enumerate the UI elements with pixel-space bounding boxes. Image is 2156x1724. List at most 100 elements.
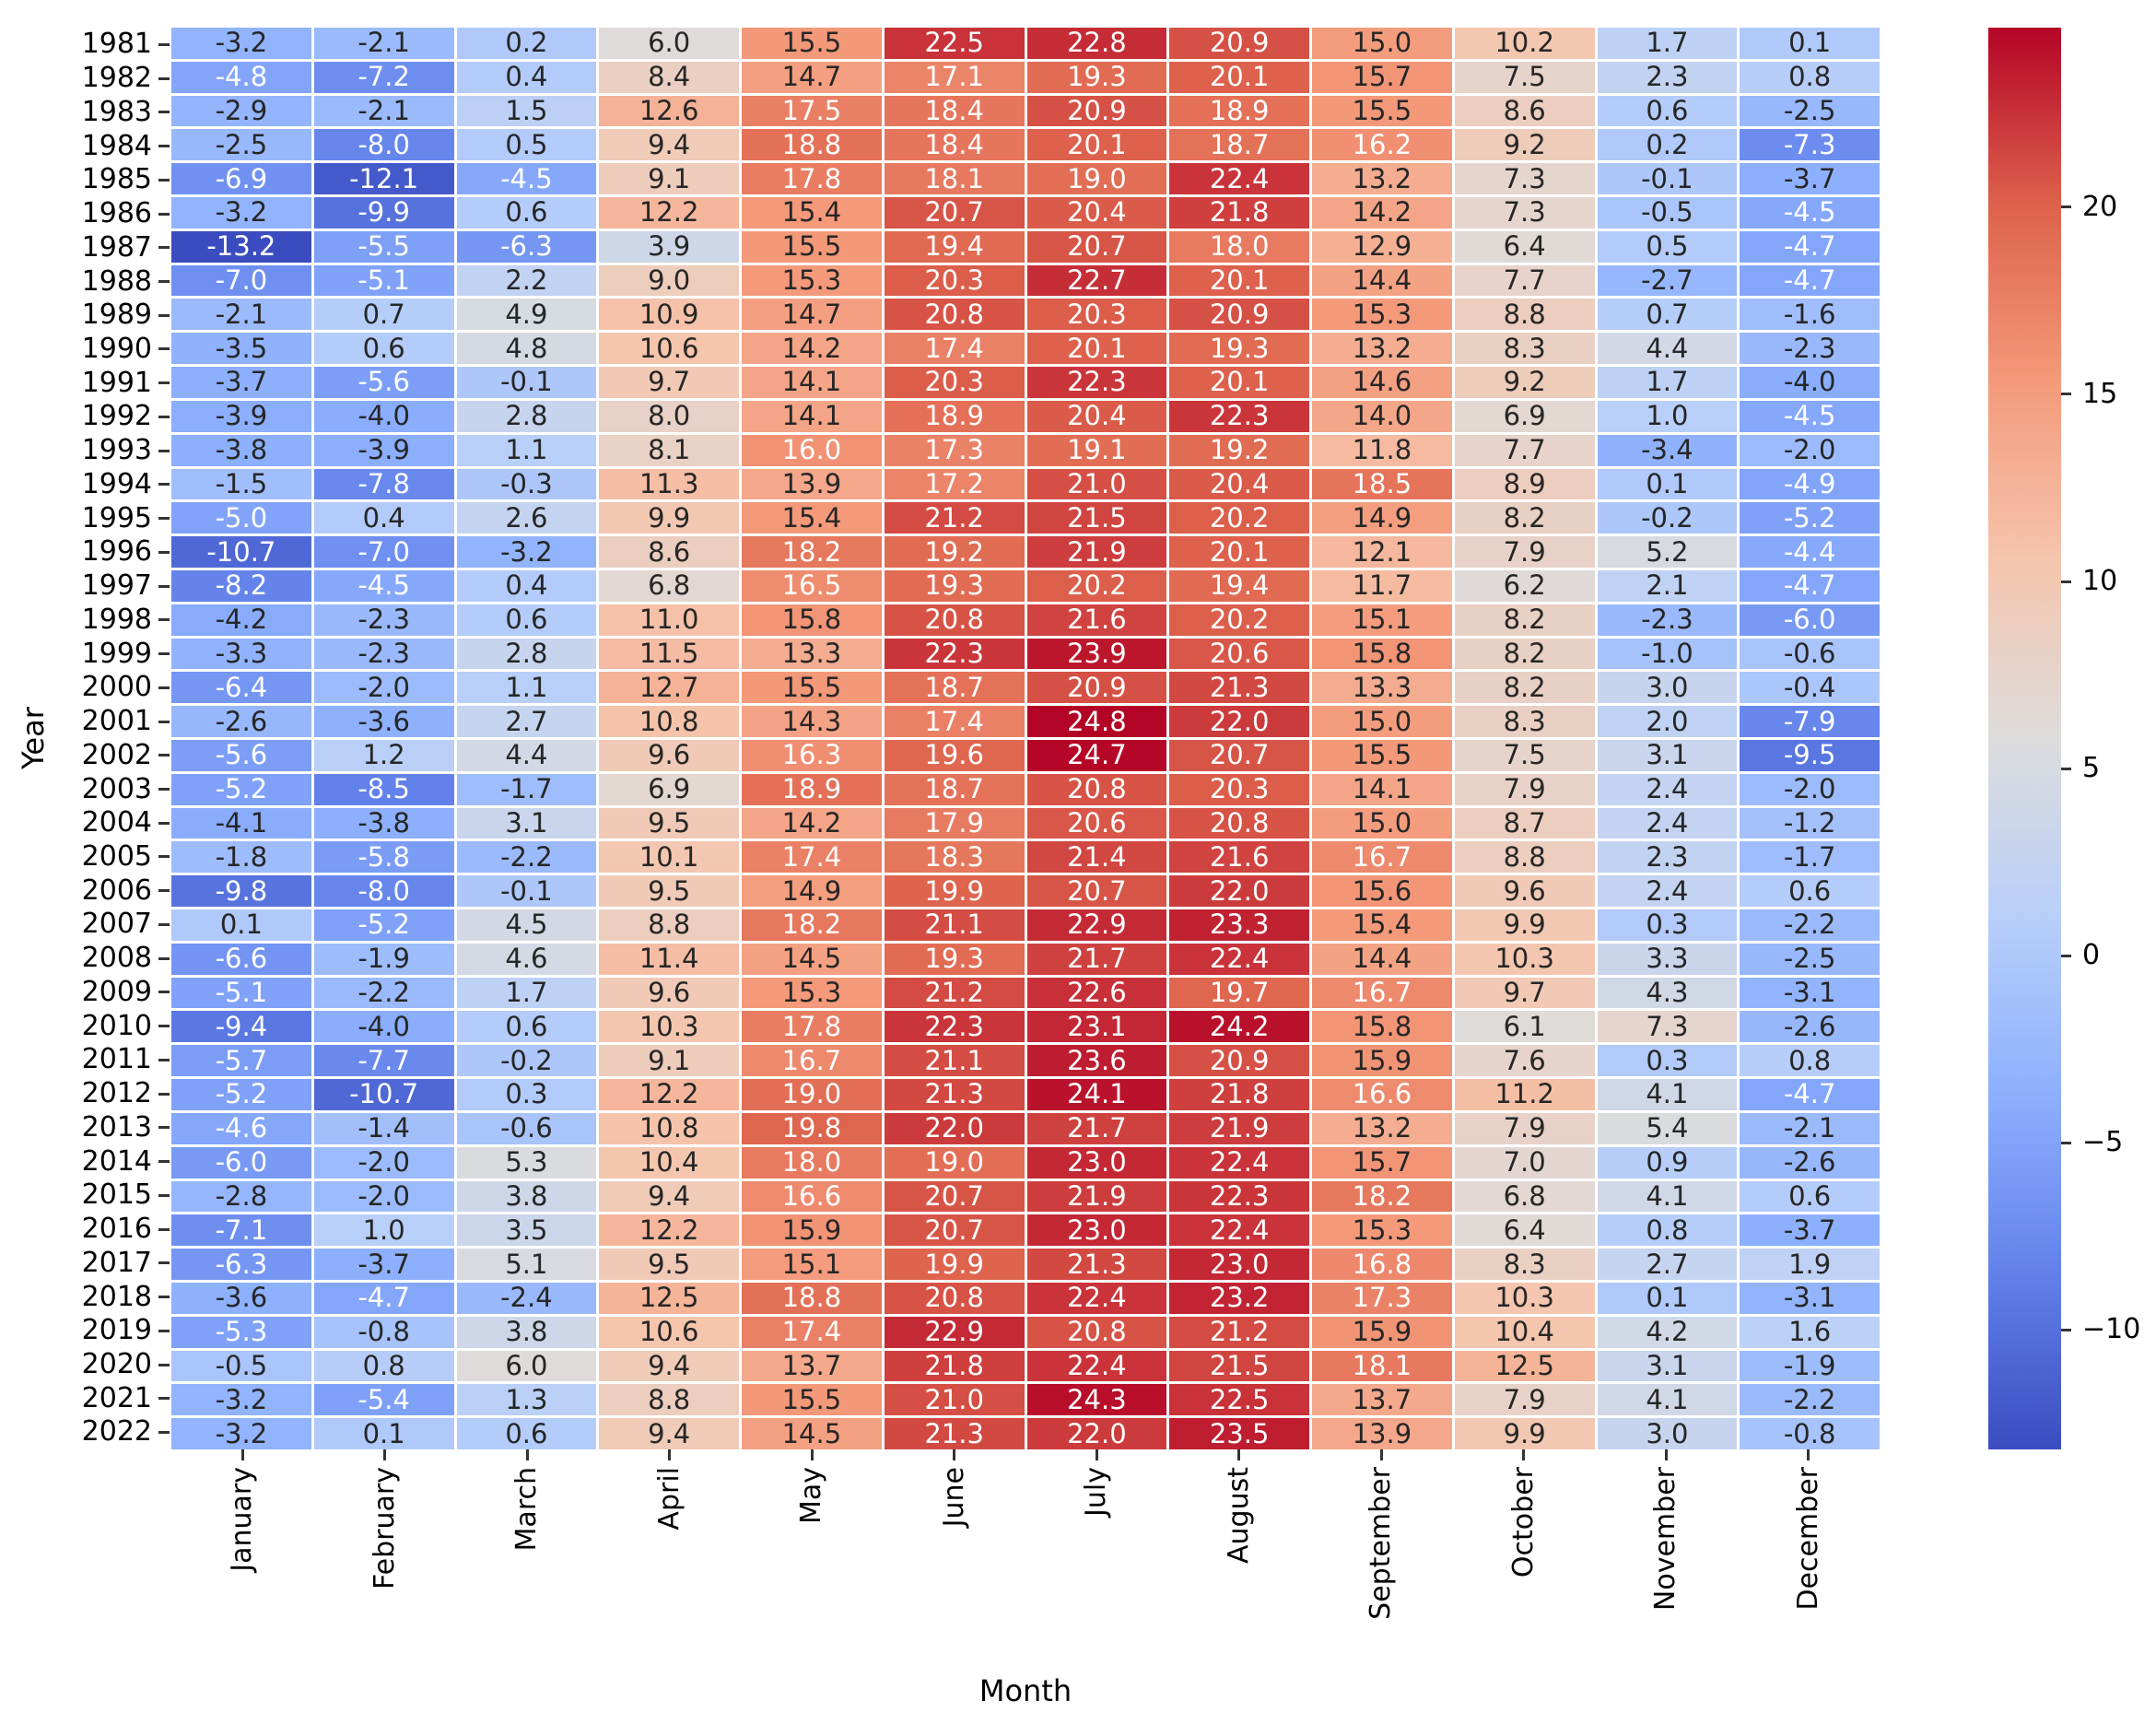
heatmap-cell: -1.7 (456, 773, 597, 805)
heatmap-cell: 15.0 (1312, 706, 1452, 737)
heatmap-cell: 17.3 (1312, 1282, 1452, 1314)
heatmap-cell: 22.9 (884, 1316, 1025, 1348)
heatmap-cell: 3.5 (456, 1214, 597, 1247)
heatmap-cell: -6.0 (1740, 604, 1880, 636)
heatmap-cell: 9.4 (599, 1350, 739, 1382)
year-tick-mark (158, 652, 170, 656)
heatmap-cell: -13.2 (171, 230, 311, 263)
heatmap-cell: 14.1 (742, 400, 882, 432)
heatmap-cell: -7.7 (313, 1045, 454, 1077)
heatmap-cell: 20.7 (1026, 875, 1167, 908)
heatmap-cell: -2.3 (1597, 604, 1738, 636)
heatmap-cell: 20.4 (1026, 400, 1167, 432)
year-tick-mark (158, 42, 170, 46)
heatmap-cell: -2.1 (1740, 1112, 1880, 1144)
heatmap-cell: 21.0 (1026, 468, 1167, 500)
heatmap-cell: 14.9 (742, 875, 882, 908)
heatmap-cell: 3.1 (1597, 740, 1738, 771)
year-tick-mark (158, 1363, 170, 1366)
month-tick-mark (1664, 1449, 1668, 1460)
heatmap-cell: 15.8 (1312, 638, 1452, 670)
heatmap-cell: -9.4 (171, 1011, 311, 1043)
heatmap-cell: 13.9 (1312, 1418, 1452, 1449)
heatmap-cell: -7.0 (313, 536, 454, 568)
heatmap-cell: 21.6 (1026, 604, 1167, 636)
heatmap-cell: 14.3 (742, 706, 882, 737)
heatmap-cell: -4.7 (313, 1282, 454, 1314)
year-tick-mark (158, 178, 170, 182)
heatmap-cell: 14.2 (1312, 197, 1452, 229)
heatmap-cell: 1.3 (456, 1384, 597, 1416)
month-tick-col: October (1453, 1449, 1596, 1680)
heatmap-cell: 7.6 (1454, 1045, 1595, 1077)
heatmap-cell: 20.7 (884, 1214, 1025, 1247)
heatmap-cell: 6.8 (599, 569, 739, 602)
heatmap-cell: -0.2 (456, 1045, 597, 1077)
heatmap-cell: 3.8 (456, 1316, 597, 1348)
year-tick-label: 2013 (81, 1110, 152, 1143)
heatmap-cell: 4.4 (456, 740, 597, 771)
heatmap-cell: 0.6 (456, 1011, 597, 1043)
heatmap-cell: 4.1 (1597, 1180, 1738, 1213)
heatmap-cell: -3.5 (171, 333, 311, 365)
heatmap-cell: 13.2 (1312, 333, 1452, 365)
year-tick-row: 2007 (0, 908, 171, 942)
heatmap-cell: 6.0 (599, 28, 739, 59)
month-tick-col: November (1595, 1449, 1738, 1680)
heatmap-cell: 1.1 (456, 434, 597, 466)
heatmap-cell: 9.5 (599, 1249, 739, 1280)
heatmap-cell: 22.4 (1169, 1214, 1309, 1247)
heatmap-cell: 16.7 (1312, 841, 1452, 874)
year-tick-label: 2009 (81, 975, 152, 1008)
heatmap-cell: 1.2 (313, 740, 454, 771)
heatmap-cell: 21.3 (1169, 672, 1309, 704)
heatmap-cell: 0.1 (313, 1418, 454, 1449)
year-tick-mark (158, 686, 170, 689)
heatmap-cell: -3.8 (313, 807, 454, 839)
heatmap-cell: 9.6 (599, 977, 739, 1009)
heatmap-cell: -5.3 (171, 1316, 311, 1348)
heatmap-cell: 2.8 (456, 400, 597, 432)
colorbar (1988, 28, 2061, 1449)
heatmap-cell: 22.8 (1026, 28, 1167, 59)
heatmap-cell: 19.3 (1169, 333, 1309, 365)
year-tick-row: 1986 (0, 197, 171, 231)
month-tick-label: August (1222, 1467, 1255, 1564)
year-tick-label: 2005 (81, 839, 152, 873)
year-tick-row: 2019 (0, 1314, 171, 1348)
heatmap-cell: 9.5 (599, 807, 739, 839)
heatmap-cell: -2.3 (313, 604, 454, 636)
year-tick-mark (158, 449, 170, 452)
heatmap-cell: 1.5 (456, 95, 597, 127)
heatmap-cell: 13.7 (1312, 1384, 1452, 1416)
heatmap-cell: 0.2 (1597, 129, 1738, 161)
heatmap-cell: 22.0 (884, 1112, 1025, 1144)
colorbar-tick-area: 20 15 10 5 0 −5 −10 (2061, 28, 2156, 1449)
heatmap-cell: -4.1 (171, 807, 311, 839)
heatmap-cell: 0.4 (313, 502, 454, 534)
year-tick-row: 2005 (0, 840, 171, 874)
heatmap-cell: 8.8 (599, 909, 739, 941)
heatmap-cell: 10.4 (599, 1146, 739, 1179)
colorbar-tick: 10 (2061, 568, 2117, 595)
heatmap-cell: 19.3 (884, 943, 1025, 975)
heatmap-cell: 9.6 (599, 740, 739, 771)
heatmap-cell: 7.9 (1454, 1384, 1595, 1416)
heatmap-cell: 21.3 (884, 1079, 1025, 1110)
heatmap-cell: 1.7 (456, 977, 597, 1009)
month-tick-col: April (599, 1449, 742, 1680)
heatmap-cell: 17.4 (742, 1316, 882, 1348)
colorbar-tick-mark (2061, 1141, 2071, 1144)
heatmap-cell: -8.0 (313, 129, 454, 161)
heatmap-cell: 14.9 (1312, 502, 1452, 534)
year-tick-row: 1984 (0, 129, 171, 163)
year-tick-label: 1992 (81, 400, 152, 433)
heatmap-cell: 4.6 (456, 943, 597, 975)
heatmap-cell: 8.3 (1454, 706, 1595, 737)
heatmap-cell: 15.3 (1312, 299, 1452, 331)
heatmap-cell: 19.1 (1026, 434, 1167, 466)
heatmap-cell: 6.2 (1454, 569, 1595, 602)
heatmap-cell: 4.4 (1597, 333, 1738, 365)
heatmap-cell: 17.9 (884, 807, 1025, 839)
heatmap-cell: -4.5 (1740, 197, 1880, 229)
